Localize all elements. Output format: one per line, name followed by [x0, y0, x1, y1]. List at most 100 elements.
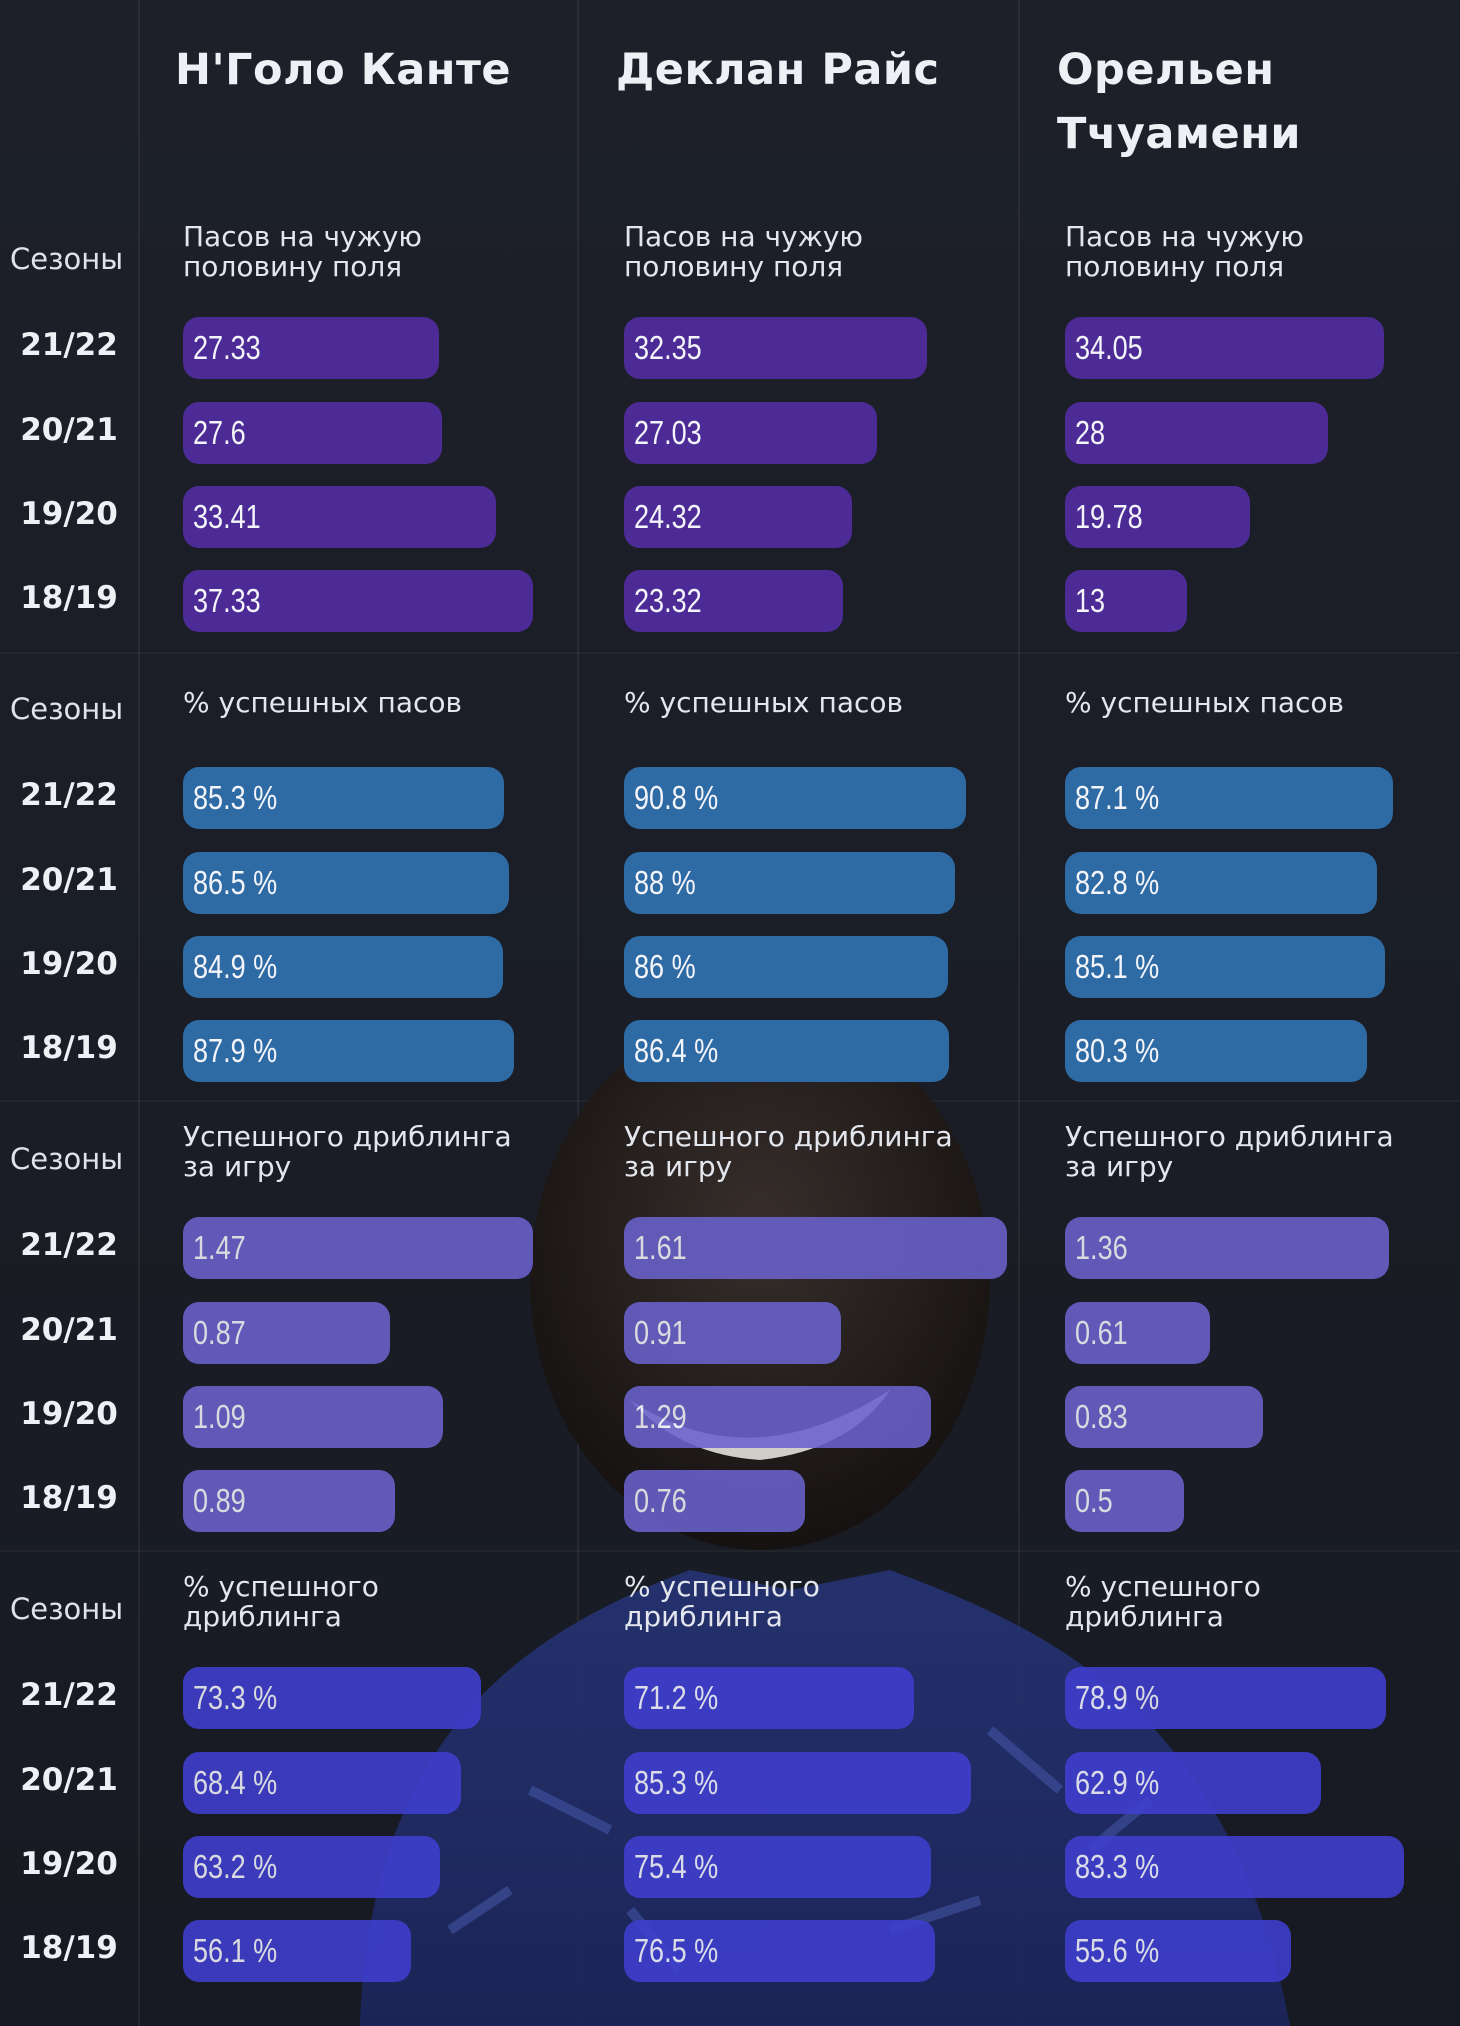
bar-dribble_success-0: 71.2 %: [624, 1667, 914, 1729]
bar-passes_forward-3: 23.32: [624, 570, 843, 632]
bar-value-label: 1.47: [193, 1229, 246, 1266]
bar-passes_forward-0: 32.35: [624, 317, 927, 379]
bar-value-label: 24.32: [634, 498, 702, 535]
bar-dribble_success-3: 76.5 %: [624, 1920, 935, 1982]
bar-dribble_success-1: 62.9 %: [1065, 1752, 1321, 1814]
bar-value-label: 76.5 %: [634, 1932, 719, 1969]
season-label: 20/21: [20, 1312, 118, 1348]
bar-dribbles_per_game-3: 0.89: [183, 1470, 395, 1532]
season-label: 19/20: [20, 1846, 118, 1882]
bar-value-label: 0.91: [634, 1314, 687, 1351]
bar-dribbles_per_game-2: 0.83: [1065, 1386, 1263, 1448]
bar-passes_forward-2: 19.78: [1065, 486, 1250, 548]
season-label: 21/22: [20, 1677, 118, 1713]
metric-title: % успешного дриблинга: [183, 1570, 379, 1633]
seasons-header: Сезоны: [10, 692, 124, 726]
bar-value-label: 0.83: [1075, 1398, 1128, 1435]
bar-pass_accuracy-0: 87.1 %: [1065, 767, 1393, 829]
metric-title: Успешного дриблинга за игру: [1065, 1120, 1394, 1183]
bar-passes_forward-3: 37.33: [183, 570, 533, 632]
bar-dribbles_per_game-1: 0.61: [1065, 1302, 1210, 1364]
bar-dribble_success-0: 73.3 %: [183, 1667, 481, 1729]
season-label: 20/21: [20, 412, 118, 448]
bar-dribble_success-3: 55.6 %: [1065, 1920, 1291, 1982]
metric-title: Пасов на чужую половину поля: [183, 220, 422, 283]
bar-value-label: 83.3 %: [1075, 1848, 1160, 1885]
metric-title: % успешных пасов: [183, 686, 463, 719]
seasons-header: Сезоны: [10, 242, 124, 276]
player-name-rice: Деклан Райс: [616, 45, 940, 95]
seasons-header: Сезоны: [10, 1142, 124, 1176]
bar-value-label: 86.4 %: [634, 1032, 719, 1069]
metric-title: % успешных пасов: [624, 686, 904, 719]
bar-value-label: 28: [1075, 414, 1106, 451]
bar-value-label: 19.78: [1075, 498, 1143, 535]
section-divider: [0, 1100, 1460, 1102]
metric-title: % успешного дриблинга: [624, 1570, 820, 1633]
bar-dribbles_per_game-1: 0.91: [624, 1302, 841, 1364]
bar-value-label: 1.09: [193, 1398, 246, 1435]
bar-value-label: 1.29: [634, 1398, 687, 1435]
bar-dribble_success-1: 68.4 %: [183, 1752, 461, 1814]
player-name-tchouameni: Орельен Тчуамени: [1057, 45, 1302, 159]
metric-title: Успешного дриблинга за игру: [183, 1120, 512, 1183]
bar-value-label: 23.32: [634, 582, 702, 619]
bar-value-label: 32.35: [634, 329, 702, 366]
bar-value-label: 27.03: [634, 414, 702, 451]
bar-pass_accuracy-2: 86 %: [624, 936, 948, 998]
bar-value-label: 0.5: [1075, 1482, 1113, 1519]
bar-passes_forward-1: 27.03: [624, 402, 877, 464]
bar-value-label: 34.05: [1075, 329, 1143, 366]
bar-dribble_success-2: 83.3 %: [1065, 1836, 1404, 1898]
season-label: 21/22: [20, 327, 118, 363]
bar-pass_accuracy-3: 86.4 %: [624, 1020, 949, 1082]
bar-value-label: 1.61: [634, 1229, 687, 1266]
bar-dribbles_per_game-0: 1.61: [624, 1217, 1007, 1279]
bar-value-label: 85.3 %: [634, 1764, 719, 1801]
bar-value-label: 78.9 %: [1075, 1679, 1160, 1716]
seasons-header: Сезоны: [10, 1592, 124, 1626]
bar-value-label: 88 %: [634, 864, 696, 901]
bar-passes_forward-1: 27.6: [183, 402, 442, 464]
season-label: 18/19: [20, 1030, 118, 1066]
season-label: 20/21: [20, 862, 118, 898]
bar-value-label: 86.5 %: [193, 864, 278, 901]
bar-dribbles_per_game-3: 0.76: [624, 1470, 805, 1532]
bar-value-label: 0.87: [193, 1314, 246, 1351]
bar-value-label: 55.6 %: [1075, 1932, 1160, 1969]
section-divider: [0, 652, 1460, 654]
bar-value-label: 0.76: [634, 1482, 687, 1519]
bar-value-label: 85.3 %: [193, 779, 278, 816]
column-divider: [577, 0, 579, 2026]
metric-title: Пасов на чужую половину поля: [1065, 220, 1304, 283]
season-label: 18/19: [20, 1930, 118, 1966]
bar-pass_accuracy-2: 85.1 %: [1065, 936, 1385, 998]
bar-pass_accuracy-1: 82.8 %: [1065, 852, 1377, 914]
bar-value-label: 62.9 %: [1075, 1764, 1160, 1801]
bar-value-label: 90.8 %: [634, 779, 719, 816]
bar-value-label: 13: [1075, 582, 1106, 619]
bar-pass_accuracy-3: 87.9 %: [183, 1020, 514, 1082]
bar-pass_accuracy-0: 85.3 %: [183, 767, 504, 829]
bar-value-label: 63.2 %: [193, 1848, 278, 1885]
bar-dribble_success-3: 56.1 %: [183, 1920, 411, 1982]
season-label: 18/19: [20, 580, 118, 616]
bar-dribbles_per_game-0: 1.47: [183, 1217, 533, 1279]
bar-value-label: 0.89: [193, 1482, 246, 1519]
column-divider: [138, 0, 140, 2026]
bar-dribbles_per_game-3: 0.5: [1065, 1470, 1184, 1532]
bar-value-label: 37.33: [193, 582, 261, 619]
bar-pass_accuracy-2: 84.9 %: [183, 936, 503, 998]
bar-value-label: 33.41: [193, 498, 261, 535]
bar-pass_accuracy-0: 90.8 %: [624, 767, 966, 829]
bar-dribbles_per_game-1: 0.87: [183, 1302, 390, 1364]
bar-passes_forward-3: 13: [1065, 570, 1187, 632]
bar-value-label: 56.1 %: [193, 1932, 278, 1969]
bar-dribble_success-1: 85.3 %: [624, 1752, 971, 1814]
bar-passes_forward-2: 33.41: [183, 486, 496, 548]
season-label: 19/20: [20, 1396, 118, 1432]
bar-pass_accuracy-1: 88 %: [624, 852, 955, 914]
bar-pass_accuracy-1: 86.5 %: [183, 852, 509, 914]
season-label: 19/20: [20, 496, 118, 532]
bar-value-label: 87.9 %: [193, 1032, 278, 1069]
